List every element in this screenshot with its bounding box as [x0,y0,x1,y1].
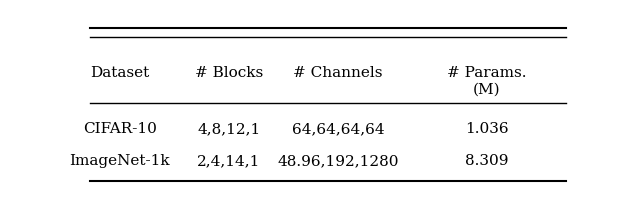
Text: 48.96,192,1280: 48.96,192,1280 [277,154,399,168]
Text: ImageNet-1k: ImageNet-1k [69,154,170,168]
Text: 1.036: 1.036 [465,122,509,136]
Text: 2,4,14,1: 2,4,14,1 [197,154,260,168]
Text: CIFAR-10: CIFAR-10 [83,122,157,136]
Text: # Params.
(M): # Params. (M) [447,67,527,97]
Text: # Blocks: # Blocks [195,67,263,80]
Text: 64,64,64,64: 64,64,64,64 [292,122,384,136]
Text: Dataset: Dataset [90,67,149,80]
Text: # Channels: # Channels [293,67,383,80]
Text: 8.309: 8.309 [465,154,508,168]
Text: 4,8,12,1: 4,8,12,1 [197,122,260,136]
